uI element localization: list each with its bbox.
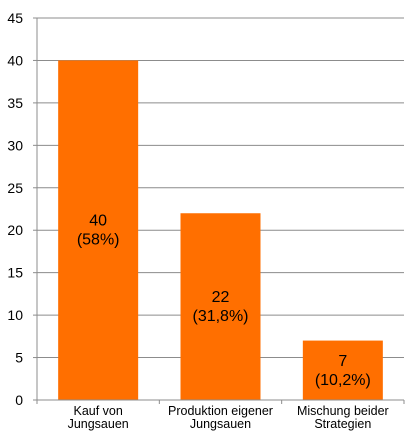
data-label: (10,2%)	[315, 372, 371, 389]
y-tick-label: 5	[15, 350, 23, 366]
x-category-label: Jungsauen	[190, 417, 251, 431]
y-tick-label: 10	[7, 307, 23, 323]
y-tick-labels: 0 5 10 15 20 25 30 35 40 45	[7, 10, 23, 408]
data-label: (58%)	[77, 232, 120, 249]
x-category-label: Kauf von	[73, 404, 122, 418]
y-tick-label: 30	[7, 137, 23, 153]
bar	[58, 60, 139, 400]
data-label: (31,8%)	[192, 308, 248, 325]
x-category-label: Produktion eigener	[168, 404, 273, 418]
y-tick-label: 25	[7, 180, 23, 196]
y-tick-label: 0	[15, 392, 23, 408]
data-label: 22	[212, 289, 230, 306]
data-labels: 40 (58%) 22 (31,8%) 7 (10,2%)	[77, 213, 371, 389]
data-label: 40	[89, 213, 107, 230]
bar	[180, 213, 261, 400]
data-label: 7	[338, 353, 347, 370]
y-tick-label: 15	[7, 265, 23, 281]
y-tick-label: 40	[7, 52, 23, 68]
y-tick-label: 35	[7, 95, 23, 111]
y-tick-label: 20	[7, 222, 23, 238]
x-category-label: Jungsauen	[68, 417, 129, 431]
axes	[33, 17, 405, 404]
y-tick-label: 45	[7, 10, 23, 26]
x-category-label: Mischung beider	[297, 404, 389, 418]
bar	[302, 340, 383, 400]
x-category-label: Strategien	[314, 417, 371, 431]
bars	[58, 60, 383, 400]
